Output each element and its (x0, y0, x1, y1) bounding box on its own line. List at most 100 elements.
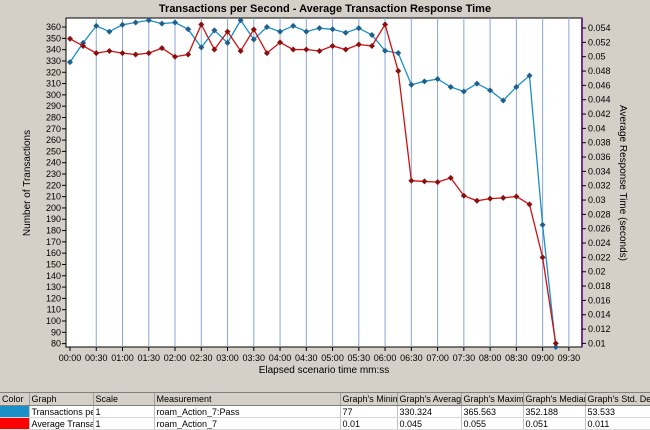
data-point (263, 50, 270, 57)
x-tick-label: 07:30 (453, 353, 476, 363)
y-tick-label: 240 (46, 158, 61, 168)
legend-table: Color Graph Scale Measurement Graph's Mi… (0, 392, 650, 430)
y2-tick-label: 0.038 (588, 138, 611, 148)
y-tick-label: 320 (46, 67, 61, 77)
data-point (382, 47, 389, 54)
y2-tick-label: 0.02 (588, 267, 606, 277)
y2-tick-label: 0.026 (588, 224, 611, 234)
x-tick-label: 01:00 (111, 353, 134, 363)
y-axis-label: Number of Transactions (22, 130, 33, 236)
x-axis-label: Elapsed scenario time mm:ss (259, 365, 390, 376)
y-tick-label: 170 (46, 237, 61, 247)
y2-tick-label: 0.046 (588, 80, 611, 90)
y2-tick-label: 0.028 (588, 209, 611, 219)
chart: Transactions per Second - Average Transa… (22, 3, 628, 376)
data-point (132, 19, 139, 26)
data-point (277, 28, 284, 35)
data-point (211, 46, 218, 53)
data-point (93, 22, 100, 29)
y-tick-label: 360 (46, 22, 61, 32)
y2-tick-label: 0.044 (588, 95, 611, 105)
measurement-cell: roam_Action_7 (154, 417, 341, 430)
y-tick-label: 290 (46, 101, 61, 111)
data-point (119, 21, 126, 28)
data-point (263, 24, 270, 31)
data-point (303, 46, 310, 53)
col-header-measurement[interactable]: Measurement (154, 393, 341, 406)
minimum-cell: 77 (340, 405, 398, 418)
data-point (224, 39, 231, 46)
data-point (552, 344, 559, 350)
data-point (250, 26, 257, 33)
y-tick-label: 140 (46, 271, 61, 281)
minimum-cell: 0.01 (340, 417, 398, 430)
y-tick-label: 280 (46, 112, 61, 122)
maximum-cell: 0.055 (461, 417, 524, 430)
data-point (368, 42, 375, 49)
data-point (382, 21, 389, 28)
data-point (460, 88, 467, 95)
table-row[interactable]: Transactions per Second 1 roam_Action_7:… (0, 405, 650, 418)
y2-tick-label: 0.04 (588, 123, 606, 133)
x-tick-label: 08:00 (479, 353, 502, 363)
data-point (277, 39, 284, 46)
y-tick-label: 190 (46, 214, 61, 224)
data-point (211, 27, 218, 34)
std-dev-cell: 53.533 (585, 405, 650, 418)
std-dev-cell: 0.011 (585, 417, 650, 430)
data-point (395, 50, 402, 57)
data-point (224, 28, 231, 35)
col-header-maximum[interactable]: Graph's Maximum (461, 393, 524, 406)
y2-tick-label: 0.032 (588, 181, 611, 191)
data-point (237, 17, 244, 24)
y-tick-label: 110 (47, 305, 61, 315)
col-header-scale[interactable]: Scale (93, 393, 155, 406)
y2-tick-label: 0.014 (588, 310, 611, 320)
y2-tick-label: 0.012 (588, 324, 611, 334)
data-point (132, 51, 139, 58)
data-point (526, 72, 533, 79)
data-point (539, 221, 546, 228)
data-point (487, 195, 494, 202)
data-point (106, 28, 113, 35)
data-point (355, 25, 362, 32)
data-point (421, 78, 428, 85)
data-point (67, 35, 73, 42)
y2-tick-label: 0.03 (588, 195, 606, 205)
y2-axis-label: Average Response Time (seconds) (617, 105, 628, 261)
series-layer (67, 17, 559, 350)
y-tick-label: 150 (46, 259, 61, 269)
col-header-median[interactable]: Graph's Median (523, 393, 586, 406)
col-header-graph[interactable]: Graph (29, 393, 94, 406)
data-point (487, 87, 494, 94)
y2-tick-label: 0.048 (588, 66, 611, 76)
average-cell: 0.045 (397, 417, 462, 430)
y-tick-label: 120 (46, 293, 61, 303)
y-tick-label: 100 (46, 316, 61, 326)
col-header-std-dev[interactable]: Graph's Std. Deviation (585, 393, 650, 406)
col-header-minimum[interactable]: Graph's Minimum (340, 393, 398, 406)
y-axis-right: 0.01 0.012 0.014 0.016 0.018 0.02 0.022 0.024 0.… (581, 18, 611, 348)
y2-tick-label: 0.052 (588, 37, 611, 47)
y-tick-label: 300 (46, 90, 61, 100)
data-point (158, 20, 165, 27)
y-tick-label: 160 (46, 248, 61, 258)
data-point (93, 50, 100, 57)
col-header-color[interactable]: Color (0, 393, 30, 406)
x-tick-label: 08:30 (505, 353, 528, 363)
y2-tick-label: 0.01 (588, 338, 606, 348)
x-tick-label: 09:00 (531, 353, 554, 363)
y2-tick-label: 0.054 (588, 23, 611, 33)
data-point (145, 50, 152, 57)
table-row[interactable]: Average Transaction Response Time 1 roam… (0, 417, 650, 430)
data-point (526, 201, 533, 208)
y-tick-label: 230 (46, 169, 61, 179)
y2-tick-label: 0.022 (588, 252, 611, 262)
data-point (290, 22, 297, 29)
data-point (408, 177, 415, 184)
color-swatch-fill (0, 418, 28, 429)
average-cell: 330.324 (397, 405, 462, 418)
data-point (342, 46, 349, 53)
data-point (172, 53, 179, 60)
col-header-average[interactable]: Graph's Average (397, 393, 462, 406)
